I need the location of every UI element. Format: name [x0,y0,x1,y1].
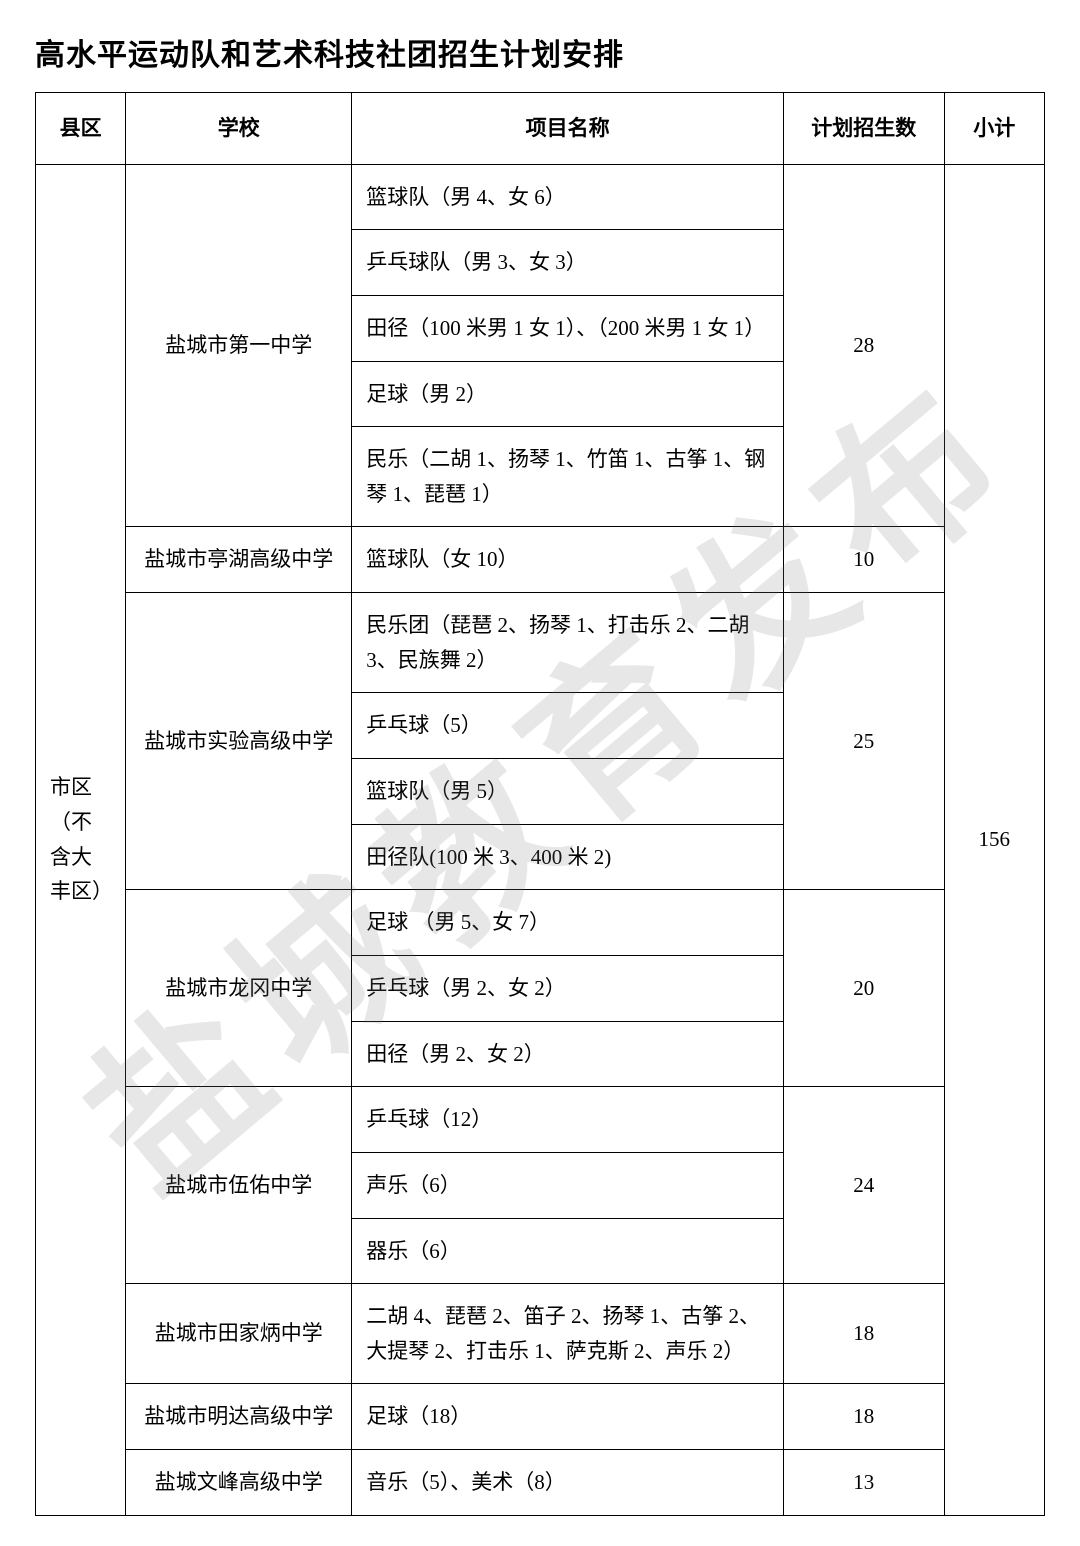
table-row: 盐城市亭湖高级中学篮球队（女 10）10 [36,527,1045,593]
plan-cell: 25 [783,593,944,890]
school-cell: 盐城市亭湖高级中学 [126,527,352,593]
col-school: 学校 [126,93,352,165]
project-cell: 篮球队（男 5） [352,759,784,825]
plan-cell: 20 [783,890,944,1087]
plan-cell: 18 [783,1384,944,1450]
project-cell: 乒乓球（5） [352,693,784,759]
school-cell: 盐城文峰高级中学 [126,1450,352,1516]
project-cell: 乒乓球（12） [352,1087,784,1153]
col-subtotal: 小计 [944,93,1044,165]
school-cell: 盐城市田家炳中学 [126,1284,352,1384]
table-row: 盐城市实验高级中学民乐团（琵琶 2、扬琴 1、打击乐 2、二胡 3、民族舞 2）… [36,593,1045,693]
school-cell: 盐城市第一中学 [126,164,352,527]
school-cell: 盐城市明达高级中学 [126,1384,352,1450]
plan-cell: 18 [783,1284,944,1384]
project-cell: 足球 （男 5、女 7） [352,890,784,956]
project-cell: 乒乓球（男 2、女 2） [352,955,784,1021]
project-cell: 二胡 4、琵琶 2、笛子 2、扬琴 1、古筝 2、大提琴 2、打击乐 1、萨克斯… [352,1284,784,1384]
project-cell: 篮球队（男 4、女 6） [352,164,784,230]
plan-cell: 13 [783,1450,944,1516]
col-plan: 计划招生数 [783,93,944,165]
project-cell: 器乐（6） [352,1218,784,1284]
project-cell: 民乐团（琵琶 2、扬琴 1、打击乐 2、二胡 3、民族舞 2） [352,593,784,693]
table-row: 盐城市明达高级中学足球（18）18 [36,1384,1045,1450]
project-cell: 音乐（5）、美术（8） [352,1450,784,1516]
col-district: 县区 [36,93,126,165]
school-cell: 盐城市实验高级中学 [126,593,352,890]
col-project: 项目名称 [352,93,784,165]
project-cell: 田径（男 2、女 2） [352,1021,784,1087]
plan-cell: 28 [783,164,944,527]
school-cell: 盐城市龙冈中学 [126,890,352,1087]
plan-cell: 10 [783,527,944,593]
project-cell: 乒乓球队（男 3、女 3） [352,230,784,296]
school-cell: 盐城市伍佑中学 [126,1087,352,1284]
project-cell: 田径（100 米男 1 女 1）、（200 米男 1 女 1） [352,295,784,361]
subtotal-cell: 156 [944,164,1044,1515]
project-cell: 声乐（6） [352,1152,784,1218]
project-cell: 民乐（二胡 1、扬琴 1、竹笛 1、古筝 1、钢琴 1、琵琶 1） [352,427,784,527]
project-cell: 田径队(100 米 3、400 米 2) [352,824,784,890]
project-cell: 足球（18） [352,1384,784,1450]
project-cell: 篮球队（女 10） [352,527,784,593]
project-cell: 足球（男 2） [352,361,784,427]
plan-cell: 24 [783,1087,944,1284]
table-row: 盐城文峰高级中学音乐（5）、美术（8）13 [36,1450,1045,1516]
district-cell: 市区（不含大丰区） [36,164,126,1515]
table-row: 市区（不含大丰区）盐城市第一中学篮球队（男 4、女 6）28156 [36,164,1045,230]
table-row: 盐城市龙冈中学足球 （男 5、女 7）20 [36,890,1045,956]
table-row: 盐城市田家炳中学二胡 4、琵琶 2、笛子 2、扬琴 1、古筝 2、大提琴 2、打… [36,1284,1045,1384]
table-row: 盐城市伍佑中学乒乓球（12）24 [36,1087,1045,1153]
page-title: 高水平运动队和艺术科技社团招生计划安排 [35,30,1045,74]
enrollment-table: 县区 学校 项目名称 计划招生数 小计 市区（不含大丰区）盐城市第一中学篮球队（… [35,92,1045,1516]
table-body: 市区（不含大丰区）盐城市第一中学篮球队（男 4、女 6）28156乒乓球队（男 … [36,164,1045,1515]
table-header-row: 县区 学校 项目名称 计划招生数 小计 [36,93,1045,165]
